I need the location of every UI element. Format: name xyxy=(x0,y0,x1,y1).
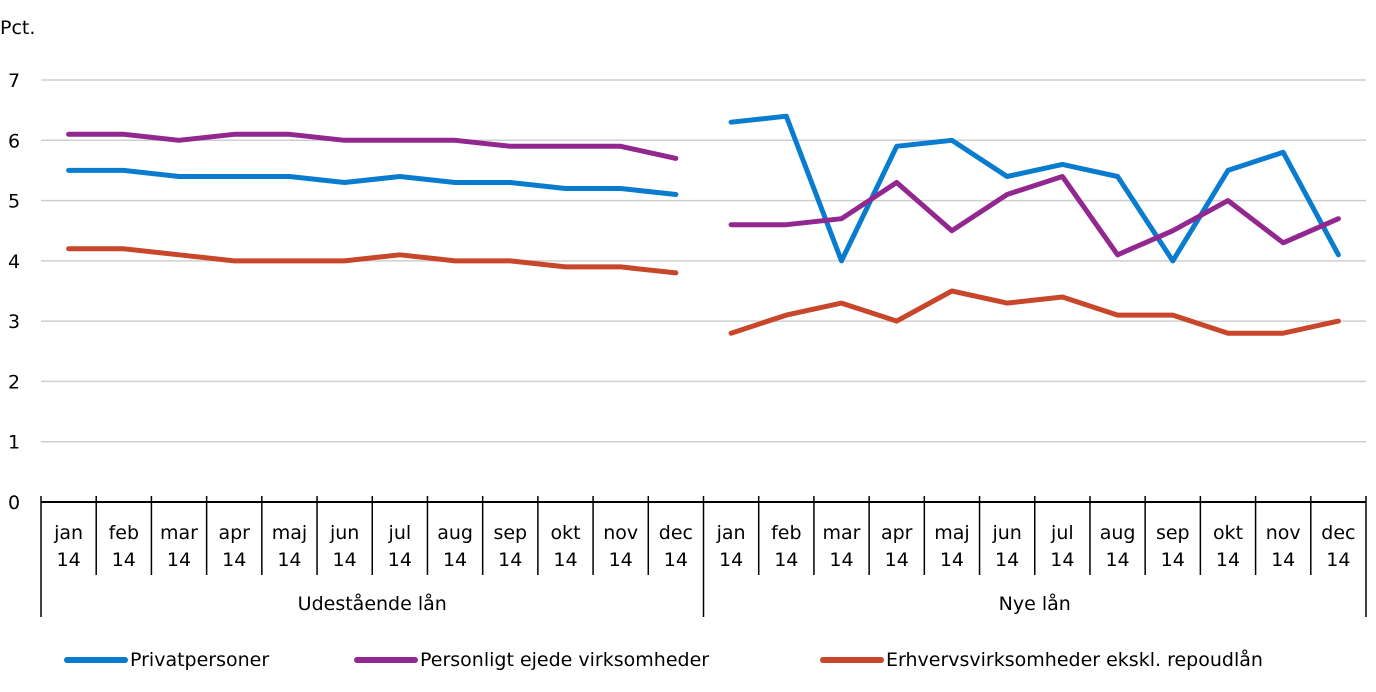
x-tick-month: jan xyxy=(53,522,83,544)
x-tick-month: sep xyxy=(1156,522,1190,544)
x-tick-year: 14 xyxy=(443,549,467,571)
x-tick-month: mar xyxy=(823,522,861,544)
series-line-erhvervsvirksomheder xyxy=(66,246,679,276)
x-tick-year: 14 xyxy=(1105,549,1129,571)
x-tick-month: maj xyxy=(934,522,969,544)
legend-item-erhvervsvirksomheder: Erhvervsvirksomheder ekskl. repoudlån xyxy=(820,646,1263,674)
x-tick-year: 14 xyxy=(277,549,301,571)
y-tick-label: 2 xyxy=(8,371,20,393)
x-group-label: Udestående lån xyxy=(298,592,447,615)
x-tick-year: 14 xyxy=(1216,549,1240,571)
x-tick-month: dec xyxy=(1321,522,1355,544)
x-tick-month: apr xyxy=(218,522,250,544)
x-tick-month: feb xyxy=(109,522,139,544)
series-line-personligt-ejede xyxy=(66,131,679,161)
x-tick-year: 14 xyxy=(1326,549,1350,571)
y-tick-label: 0 xyxy=(8,492,20,514)
x-tick-year: 14 xyxy=(885,549,909,571)
x-tick-month: feb xyxy=(771,522,801,544)
x-tick-month: jun xyxy=(329,522,359,544)
series-line-privatpersoner xyxy=(728,113,1341,264)
x-tick-year: 14 xyxy=(498,549,522,571)
legend-swatch-erhvervsvirksomheder xyxy=(820,657,884,663)
legend-swatch-personligt-ejede xyxy=(354,657,418,663)
legend-label: Personligt ejede virksomheder xyxy=(420,649,710,671)
series-line-personligt-ejede xyxy=(728,174,1341,258)
y-tick-label: 7 xyxy=(8,70,20,92)
series-lines xyxy=(66,113,1341,336)
x-tick-month: apr xyxy=(881,522,913,544)
x-tick-month: jun xyxy=(991,522,1021,544)
x-tick-year: 14 xyxy=(57,549,81,571)
x-tick-year: 14 xyxy=(333,549,357,571)
y-axis-title: Pct. xyxy=(0,17,35,39)
x-tick-year: 14 xyxy=(388,549,412,571)
x-tick-year: 14 xyxy=(940,549,964,571)
x-tick-month: okt xyxy=(550,522,580,544)
x-tick-month: sep xyxy=(493,522,527,544)
x-tick-month: jan xyxy=(716,522,746,544)
x-tick-month: nov xyxy=(1266,522,1301,544)
x-tick-year: 14 xyxy=(1271,549,1295,571)
x-tick-month: dec xyxy=(659,522,693,544)
x-tick-year: 14 xyxy=(112,549,136,571)
y-tick-label: 3 xyxy=(8,311,20,333)
x-tick-month: maj xyxy=(272,522,307,544)
x-tick-month: aug xyxy=(437,522,473,544)
y-axis-ticks: 0 1 2 3 4 5 6 7 xyxy=(8,70,20,514)
y-tick-label: 4 xyxy=(8,251,20,273)
x-tick-year: 14 xyxy=(664,549,688,571)
x-tick-year: 14 xyxy=(829,549,853,571)
x-tick-year: 14 xyxy=(609,549,633,571)
legend: Privatpersoner Personligt ejede virksomh… xyxy=(0,646,1376,676)
x-tick-year: 14 xyxy=(719,549,743,571)
x-tick-year: 14 xyxy=(553,549,577,571)
series-line-privatpersoner xyxy=(66,167,679,197)
x-tick-year: 14 xyxy=(1161,549,1185,571)
legend-label: Erhvervsvirksomheder ekskl. repoudlån xyxy=(886,649,1263,671)
x-tick-month: aug xyxy=(1100,522,1136,544)
y-tick-label: 1 xyxy=(8,432,20,454)
x-tick-year: 14 xyxy=(1050,549,1074,571)
y-tick-label: 5 xyxy=(8,191,20,213)
x-tick-year: 14 xyxy=(995,549,1019,571)
x-group-label: Nye lån xyxy=(999,592,1071,615)
series-line-erhvervsvirksomheder xyxy=(728,288,1341,336)
x-tick-month: mar xyxy=(160,522,198,544)
legend-item-privatpersoner: Privatpersoner xyxy=(64,646,269,674)
x-tick-year: 14 xyxy=(167,549,191,571)
legend-item-personligt-ejede: Personligt ejede virksomheder xyxy=(354,646,709,674)
x-axis: jan 14 feb 14 mar 14 apr 14 maj 14 jun 14 jul 14 aug 14… xyxy=(40,496,1367,617)
legend-label: Privatpersoner xyxy=(130,649,270,671)
x-tick-month: jul xyxy=(388,522,412,544)
legend-swatch-privatpersoner xyxy=(64,657,128,663)
x-tick-month: nov xyxy=(603,522,638,544)
x-tick-year: 14 xyxy=(774,549,798,571)
x-tick-month: jul xyxy=(1050,522,1074,544)
y-tick-label: 6 xyxy=(8,130,20,152)
x-tick-year: 14 xyxy=(222,549,246,571)
x-tick-month: okt xyxy=(1213,522,1243,544)
